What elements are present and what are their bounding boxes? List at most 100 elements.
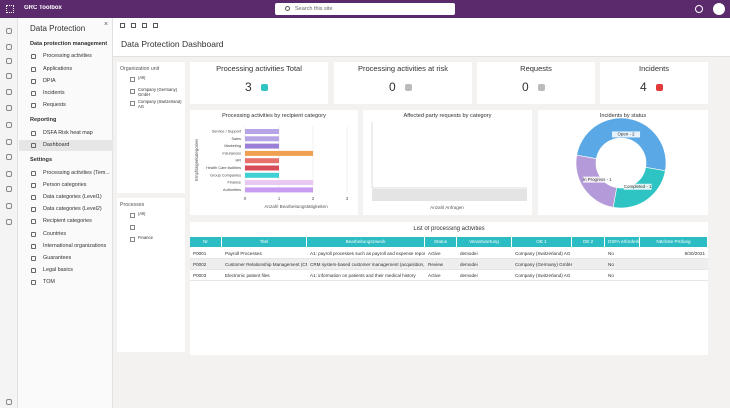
checkbox[interactable] <box>130 213 135 218</box>
y-tick-label: Sales <box>232 137 242 141</box>
nav-item[interactable]: Incidents <box>43 90 65 96</box>
checkbox[interactable] <box>130 89 135 94</box>
y-axis-label: Empfängerkategorien <box>194 138 199 181</box>
checkbox[interactable] <box>130 101 135 106</box>
rail-icon[interactable] <box>6 122 12 128</box>
table-title: List of processing activities <box>413 226 485 232</box>
nav-icon <box>31 219 36 225</box>
nav-item[interactable]: DSFA Risk heat map <box>43 129 93 136</box>
nav-item[interactable]: Data categories (Level2) <box>43 206 102 213</box>
kpi-value: 3 <box>245 80 252 94</box>
kpi-value: 4 <box>640 80 647 94</box>
nav-item[interactable]: Processing activities <box>43 53 92 60</box>
rail-icon[interactable] <box>6 58 12 64</box>
table-row[interactable] <box>190 270 708 281</box>
rail-icon[interactable] <box>6 139 12 145</box>
nav-icon <box>31 243 36 249</box>
nav-item[interactable]: Processing activities (Tem... <box>43 169 110 176</box>
rail-icon[interactable] <box>6 186 12 192</box>
avatar[interactable] <box>713 3 725 15</box>
nav-icon <box>31 231 36 237</box>
table-row[interactable] <box>190 259 708 270</box>
nav-icon <box>31 207 36 213</box>
nav-icon <box>31 66 36 72</box>
filter-option[interactable]: Finance <box>138 236 153 240</box>
nav-selected <box>19 140 113 151</box>
nav-item[interactable]: TOM <box>43 279 55 286</box>
bar <box>245 165 279 171</box>
nav-item[interactable]: Person categories <box>43 181 87 188</box>
checkbox[interactable] <box>130 225 135 230</box>
nav-icon <box>31 268 36 274</box>
search-box[interactable]: Search this site <box>275 3 455 15</box>
rail-icon[interactable] <box>6 154 12 160</box>
chart-title: Affected party requests by category <box>403 113 492 119</box>
checkbox[interactable] <box>130 237 135 242</box>
rail-icon[interactable] <box>6 105 12 111</box>
nav-item[interactable]: Guarantees <box>43 255 72 261</box>
filter-option[interactable]: (All) <box>138 212 146 216</box>
rail-icon[interactable] <box>6 171 12 177</box>
data-label: In Progress - 1 <box>583 177 612 182</box>
kpi-title: Processing activities at risk <box>357 64 449 73</box>
table-cell: A1: information on patients and their me… <box>310 273 416 278</box>
nav-item[interactable]: Legal basics <box>43 267 73 274</box>
y-tick-label: Health Care facilities <box>206 166 241 170</box>
table-cell: 9/30/2021 <box>684 251 705 256</box>
y-tick-label: Authorities <box>223 188 241 192</box>
nav-item[interactable]: Recipient categories <box>43 218 92 225</box>
filter-option[interactable]: Company (Germany) GmbH <box>138 88 178 97</box>
toolbar-icon[interactable] <box>142 23 147 28</box>
kpi-card <box>190 62 328 104</box>
help-icon[interactable] <box>695 5 703 13</box>
y-tick-label: HR <box>236 159 242 163</box>
table-header-cell: DSFA erforderlich <box>605 237 640 247</box>
y-tick-label: Marketing <box>224 144 241 148</box>
table-cell: No <box>608 262 614 267</box>
nav-icon <box>31 78 36 84</box>
rail-icon[interactable] <box>6 89 12 95</box>
filter-title: Processes <box>120 202 145 208</box>
kpi-card <box>477 62 595 104</box>
kpi-title: Processing activities Total <box>216 64 302 73</box>
nav-section-heading: Settings <box>30 157 53 164</box>
nav-item[interactable]: Dashboard <box>43 142 70 148</box>
nav-item[interactable]: Data categories (Level1) <box>43 194 102 200</box>
search-placeholder: Search this site <box>295 6 333 12</box>
nav-item[interactable]: Requests <box>43 102 66 109</box>
kpi-value: 0 <box>522 80 529 94</box>
table-cell: A1: payroll processes such as payroll an… <box>310 251 425 256</box>
chart-title: Processing activities by recipient categ… <box>222 113 326 119</box>
nav-close[interactable]: × <box>104 21 109 28</box>
nav-item[interactable]: Countries <box>43 230 67 237</box>
bar <box>245 180 313 186</box>
toolbar-icon[interactable] <box>131 23 136 28</box>
checkbox[interactable] <box>130 77 135 82</box>
rail-icon[interactable] <box>6 203 12 209</box>
toolbar-icon[interactable] <box>153 23 158 28</box>
table-row[interactable] <box>190 248 708 259</box>
waffle <box>6 5 14 13</box>
filter-option[interactable]: (All) <box>138 76 146 80</box>
toolbar-icon[interactable] <box>120 23 125 28</box>
app-name[interactable]: GRC Toolbox <box>24 5 62 11</box>
table-cell: Active <box>428 251 441 256</box>
nav-section-heading: Reporting <box>30 117 57 124</box>
table-header-cell: OE 2 <box>572 237 605 247</box>
rail-icon[interactable] <box>6 28 12 34</box>
table-header-cell: Nr <box>190 237 222 247</box>
data-label: Open - 2 <box>617 132 635 137</box>
rail-icon[interactable] <box>6 219 12 225</box>
nav-icon <box>31 182 36 188</box>
x-axis-label: Anzahl Anfragen <box>430 205 464 210</box>
nav-item[interactable]: Applications <box>43 65 73 72</box>
rail-icon[interactable] <box>6 73 12 79</box>
rail-icon[interactable] <box>6 44 12 50</box>
rail-icon[interactable] <box>6 399 12 405</box>
filter-option[interactable]: Company (Switzerland) AG <box>138 100 182 109</box>
nav-item[interactable]: DPIA <box>43 77 56 84</box>
y-tick-label: Finance <box>227 181 241 185</box>
nav-item[interactable]: International organizations <box>43 242 107 249</box>
table-header-cell: Bearbeitungszweck <box>307 237 425 247</box>
bar <box>245 150 313 156</box>
